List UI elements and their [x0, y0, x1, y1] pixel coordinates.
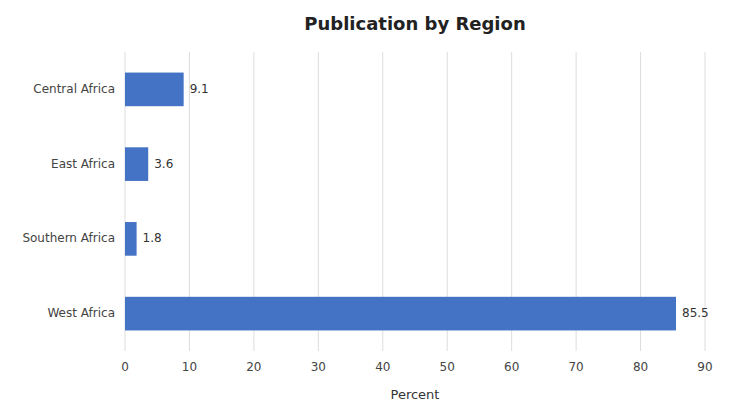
x-tick-label: 60	[504, 360, 519, 374]
bar	[125, 73, 184, 107]
x-tick-label: 90	[697, 360, 712, 374]
y-tick-label: West Africa	[47, 306, 115, 320]
x-axis-label: Percent	[391, 387, 440, 402]
x-tick-label: 0	[121, 360, 129, 374]
x-tick-label: 20	[246, 360, 261, 374]
bar	[125, 222, 137, 256]
y-tick-label: East Africa	[51, 157, 115, 171]
grid	[125, 52, 705, 351]
y-tick-label: Southern Africa	[22, 231, 115, 245]
chart-title: Publication by Region	[304, 13, 525, 34]
bars	[125, 73, 676, 331]
y-tick-label: Central Africa	[33, 82, 115, 96]
data-label: 85.5	[682, 306, 709, 320]
x-tick-label: 70	[568, 360, 583, 374]
x-tick-label: 50	[440, 360, 455, 374]
data-label: 9.1	[190, 82, 209, 96]
data-label: 1.8	[143, 231, 162, 245]
data-label: 3.6	[154, 157, 173, 171]
bar	[125, 297, 676, 331]
chart-container: Publication by Region 0 10 20 30 40 50 60 70 80 90…	[0, 0, 750, 413]
x-tick-label: 30	[311, 360, 326, 374]
chart-svg: Publication by Region 0 10 20 30 40 50 60 70 80 90…	[0, 0, 750, 413]
x-tick-label: 10	[182, 360, 197, 374]
bar	[125, 147, 148, 181]
x-tick-label: 40	[375, 360, 390, 374]
x-tick-label: 80	[633, 360, 648, 374]
